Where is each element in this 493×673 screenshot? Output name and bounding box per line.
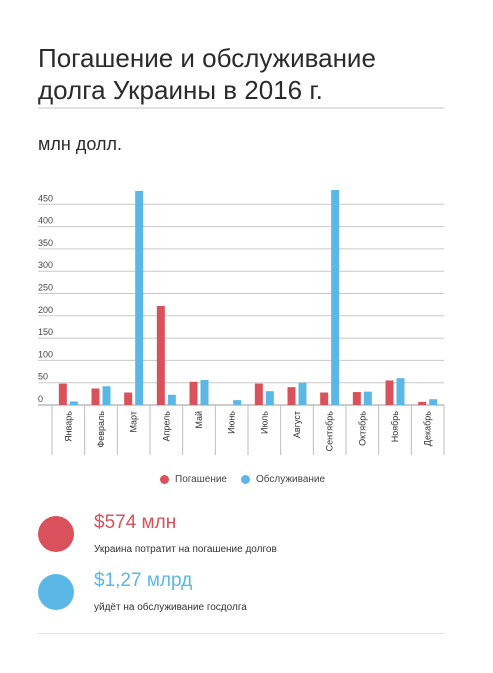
x-tick-label: Сентябрь	[325, 411, 335, 452]
y-tick-label: 350	[38, 238, 53, 248]
title-line-2: долга Украины в 2016 г.	[38, 75, 323, 105]
legend-label-service: Обслуживание	[256, 474, 326, 485]
x-tick-label: Апрель	[161, 411, 171, 442]
legend-item-repayment: Погашение	[160, 474, 227, 485]
bar-repayment	[91, 388, 100, 405]
bar-service	[396, 378, 405, 405]
bar-repayment	[156, 305, 165, 405]
x-tick-label: Ноябрь	[390, 411, 400, 443]
y-tick-label: 400	[38, 216, 53, 226]
y-tick-label: 50	[38, 372, 48, 382]
x-tick-label: Январь	[63, 411, 73, 442]
bar-service	[200, 380, 209, 405]
bar-repayment	[58, 383, 67, 405]
x-tick-label: Февраль	[96, 411, 106, 448]
y-tick-label: 200	[38, 305, 53, 315]
bar-service	[135, 190, 144, 405]
bar-service	[102, 386, 111, 405]
y-tick-label: 250	[38, 283, 53, 293]
bar-repayment	[189, 381, 198, 405]
legend-label-repayment: Погашение	[175, 474, 227, 485]
y-tick-label: 300	[38, 260, 53, 270]
x-tick-label: Май	[194, 411, 204, 429]
legend-item-service: Обслуживание	[241, 474, 325, 485]
x-tick-label: Декабрь	[423, 411, 433, 446]
bar-repayment	[418, 401, 427, 405]
y-tick-label: 100	[38, 349, 53, 359]
title-line-1: Погашение и обслуживание	[38, 43, 376, 73]
chart-legend: Погашение Обслуживание	[160, 474, 339, 485]
bar-service	[69, 401, 78, 405]
legend-swatch-repayment	[160, 475, 169, 484]
bar-service	[167, 394, 176, 405]
legend-swatch-service	[241, 475, 250, 484]
bar-chart: 0 50 100 150 200 250 300 350 400 450 Январь Февраль…	[38, 190, 445, 455]
y-tick-label: 0	[38, 394, 43, 404]
bar-repayment	[352, 392, 361, 405]
bottom-divider	[38, 633, 444, 634]
x-tick-label: Август	[292, 411, 302, 438]
bar-repayment	[124, 392, 133, 405]
stat-repayment-desc: Украина потратит на погашение долгов	[94, 544, 277, 555]
title-divider	[38, 107, 444, 109]
bar-service	[298, 382, 307, 405]
bar-service	[331, 190, 340, 405]
stat-repayment-circle	[38, 516, 74, 552]
unit-label: млн долл.	[38, 134, 122, 154]
x-tick-label: Июль	[259, 411, 269, 434]
chart-title: Погашение и обслуживание долга Украины в…	[38, 42, 458, 106]
bar-service	[429, 399, 438, 405]
x-tick-label: Июнь	[227, 411, 237, 434]
bar-service	[363, 391, 372, 405]
x-tick-label: Октябрь	[357, 411, 367, 446]
bar-service	[233, 400, 242, 405]
stat-service-desc: уйдёт на обслуживание госдолга	[94, 602, 247, 613]
bar-service	[265, 391, 274, 405]
x-tick-label: Март	[129, 411, 139, 433]
stat-service-value: $1,27 млрд	[94, 570, 193, 591]
stat-repayment-value: $574 млн	[94, 512, 177, 533]
bar-repayment	[320, 392, 329, 405]
bar-repayment	[254, 383, 263, 405]
bar-repayment	[287, 387, 296, 405]
y-tick-label: 450	[38, 193, 53, 203]
stat-service-circle	[38, 574, 74, 610]
bar-repayment	[385, 380, 394, 405]
y-tick-label: 150	[38, 327, 53, 337]
